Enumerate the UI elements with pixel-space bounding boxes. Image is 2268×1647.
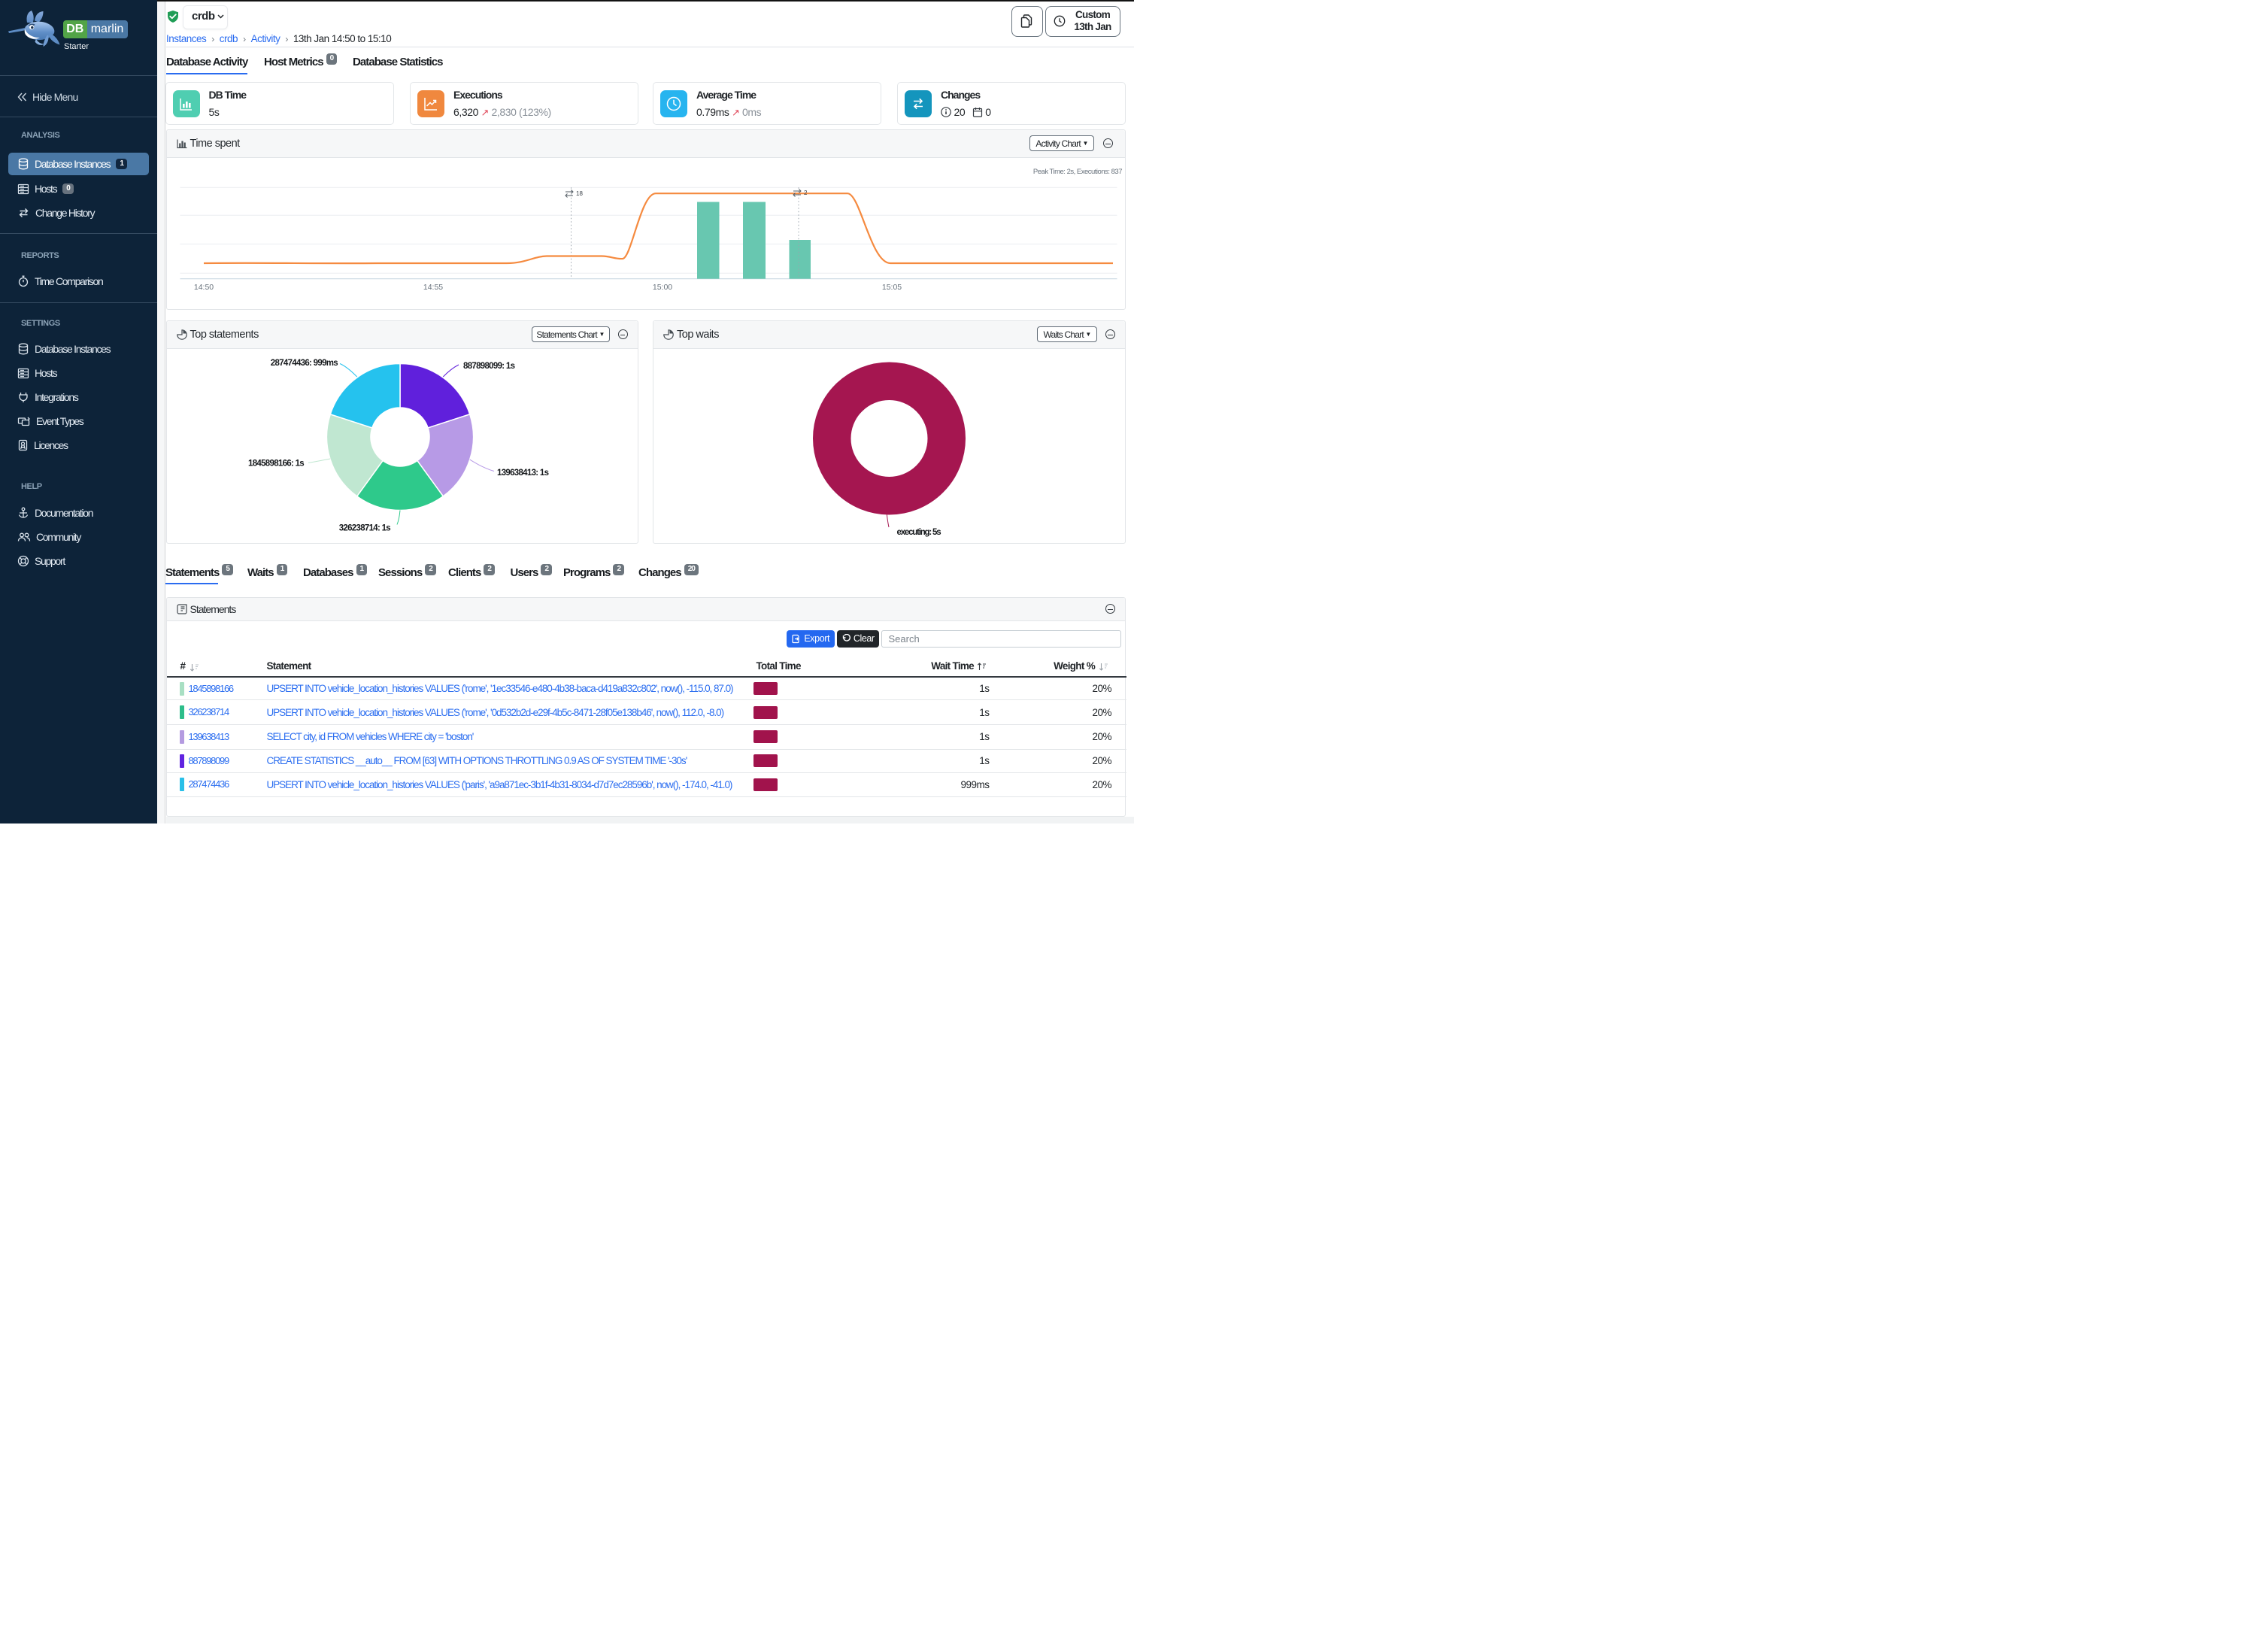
svg-text:139638413: 1s: 139638413: 1s: [497, 469, 549, 478]
svg-text:14:55: 14:55: [423, 283, 442, 292]
svg-text:executing: 5s: executing: 5s: [897, 528, 941, 537]
svg-text:887898099: 1s: 887898099: 1s: [463, 362, 515, 371]
svg-text:1845898166: 1s: 1845898166: 1s: [248, 459, 304, 468]
svg-text:326238714: 1s: 326238714: 1s: [338, 523, 390, 532]
svg-text:287474436: 999ms: 287474436: 999ms: [270, 359, 337, 368]
svg-text:18: 18: [576, 190, 583, 197]
svg-text:14:50: 14:50: [193, 283, 213, 292]
svg-text:15:05: 15:05: [881, 283, 901, 292]
svg-text:Peak Time: 2s, Executions: 837: Peak Time: 2s, Executions: 837: [1032, 168, 1121, 176]
svg-text:2: 2: [804, 190, 808, 196]
svg-text:15:00: 15:00: [652, 283, 672, 292]
